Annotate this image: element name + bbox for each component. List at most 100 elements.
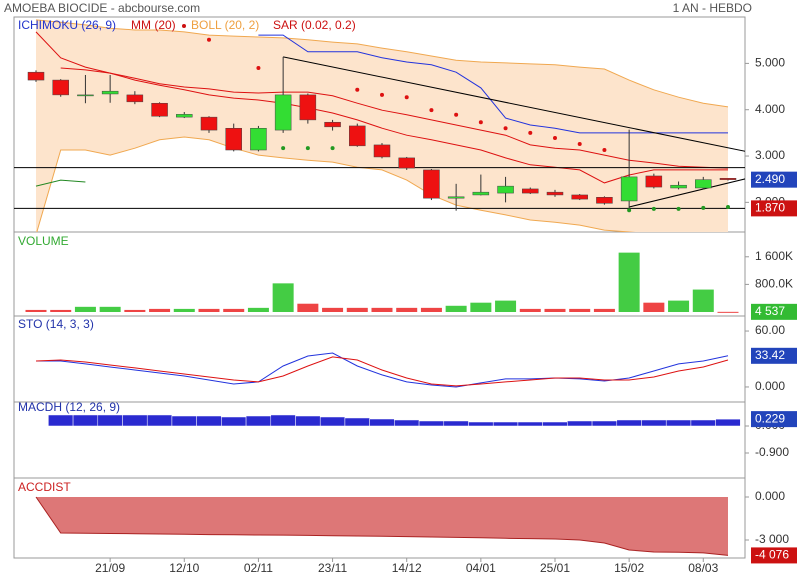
bar (591, 420, 618, 427)
bar (122, 414, 148, 427)
sar-dot (379, 92, 384, 97)
bar (618, 252, 640, 312)
candle-body (250, 127, 267, 151)
value-badge (751, 200, 797, 217)
x-tick-label: 21/09 (95, 561, 125, 575)
candle-body (324, 121, 341, 128)
sar-dot (701, 205, 706, 210)
candle-body (695, 179, 712, 189)
candle-body (373, 144, 391, 158)
bollinger-upper (35, 19, 729, 108)
accdist-panel (13, 477, 746, 559)
y-tick-label: 800.0K (755, 277, 793, 291)
sar-dot (281, 146, 286, 151)
bar (270, 414, 296, 427)
value-badge-label: 0.229 (755, 411, 785, 425)
bar (247, 307, 269, 312)
value-badge (751, 303, 797, 320)
sar-dot (528, 130, 533, 135)
indicator-line (35, 179, 86, 187)
candle-body (176, 114, 193, 118)
sar-dot (552, 135, 557, 140)
y-tick-label: 4.000 (755, 102, 785, 116)
bar (492, 421, 519, 427)
bar (396, 307, 418, 312)
x-tick-label: 02/11 (244, 561, 273, 575)
y-tick-label: -0.900 (755, 445, 789, 459)
sar-dot (429, 108, 434, 113)
candle-body (645, 175, 663, 188)
y-tick-label: 3.000 (755, 148, 785, 162)
y-tick-label: 1 600K (755, 249, 793, 263)
bar (569, 308, 591, 312)
bar (295, 415, 321, 427)
bar (221, 416, 247, 427)
bar (322, 307, 344, 312)
bar (25, 309, 47, 312)
bar (567, 420, 593, 427)
legend-entry: SAR (0.02, 0.2) (273, 18, 356, 32)
value-badge-label: 4 537 (755, 304, 785, 318)
bar (245, 415, 272, 427)
legend-dot (182, 24, 186, 28)
candle-body (274, 94, 292, 131)
trend-line (283, 56, 745, 152)
candle-body (151, 102, 168, 117)
candle-body (423, 169, 440, 199)
bar (593, 308, 615, 312)
sar-dot (330, 146, 335, 151)
value-badge (751, 411, 797, 428)
bar (690, 419, 716, 427)
legend-entry: BOLL (20, 2) (191, 18, 259, 32)
bar (124, 309, 146, 312)
sar-dot (651, 206, 656, 211)
sar-dot (627, 208, 632, 213)
bar (344, 417, 370, 427)
candle-body (522, 188, 539, 194)
bar (445, 305, 467, 312)
bar (48, 414, 74, 427)
panel-title: STO (14, 3, 3) (18, 317, 94, 331)
x-tick-label: 08/03 (688, 561, 718, 575)
candle-body (299, 94, 317, 121)
bar (643, 302, 665, 312)
bar (198, 308, 220, 312)
bar (72, 414, 99, 427)
candle-body (719, 178, 737, 180)
candle-body (225, 127, 242, 151)
candle-body (27, 71, 45, 81)
candle-body (77, 94, 94, 97)
bar (149, 308, 171, 312)
sar-dot (404, 95, 409, 100)
indicator-line (258, 34, 728, 134)
macdh-panel (13, 401, 746, 479)
bar (495, 300, 517, 312)
price-plot (14, 19, 745, 232)
bar (517, 421, 543, 427)
sar-dot (454, 112, 459, 117)
x-tick-label: 04/01 (466, 561, 496, 575)
value-badge-label: 33.42 (755, 348, 785, 362)
bollinger-lower (36, 136, 636, 232)
candle-body (571, 194, 588, 200)
bar (668, 300, 690, 312)
bar (544, 308, 566, 312)
value-badge-label: 1.870 (755, 201, 785, 215)
sar-dot (676, 206, 681, 211)
area-line (35, 496, 729, 556)
panel-title: MACDH (12, 26, 9) (18, 400, 120, 414)
panel-title: VOLUME (18, 234, 69, 248)
candle-body (447, 196, 465, 199)
bar (319, 416, 346, 427)
bar (171, 415, 197, 427)
value-badge-label: -4 076 (755, 548, 789, 562)
sar-dot (305, 146, 310, 151)
sar-dot (478, 120, 483, 125)
bar (371, 307, 393, 312)
value-badge (751, 547, 797, 564)
sto-line (35, 356, 729, 387)
candle-body (546, 191, 564, 196)
sar-dot (577, 141, 582, 146)
bar (616, 419, 642, 427)
bar (665, 419, 692, 427)
